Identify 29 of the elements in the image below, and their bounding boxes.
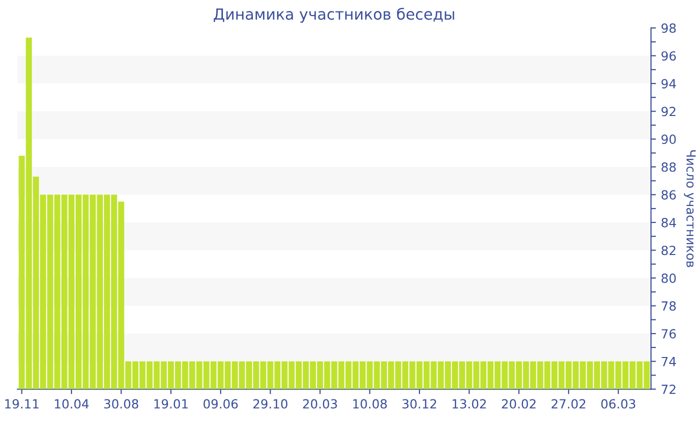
y-tick-label: 96 [662,51,676,61]
x-tick-label: 10.04 [54,399,89,409]
x-tick-label: 20.02 [502,399,536,409]
y-tick-label: 78 [662,301,676,311]
y-tick-label: 80 [662,273,676,283]
y-tick-label: 86 [662,190,676,200]
y-tick-label: 76 [662,329,676,339]
y-tick-label: 98 [662,23,676,33]
y-axis-title: Число участников [684,150,696,268]
y-tick-label: 84 [662,218,676,228]
x-tick-label: 19.01 [154,399,188,409]
x-tick-label: 30.12 [402,399,436,409]
x-tick-label: 09.06 [204,399,238,409]
y-tick-label: 94 [662,78,676,88]
chart-title: Динамика участников беседы [214,8,454,23]
y-tick-label: 72 [662,384,676,394]
x-tick-label: 10.08 [353,399,387,409]
x-tick-label: 29.10 [253,399,288,409]
y-tick-label: 82 [662,246,676,256]
x-tick-label: 13.02 [452,399,486,409]
y-tick-label: 88 [662,162,676,172]
x-tick-label: 19.11 [5,399,38,409]
x-tick-label: 20.03 [303,399,337,409]
y-tick-label: 74 [662,357,676,366]
x-tick-label: 06.03 [601,399,636,409]
y-tick-label: 92 [662,106,676,116]
y-tick-label: 90 [662,134,676,144]
x-tick-label: 27.02 [552,399,586,409]
x-tick-label: 30.08 [104,399,138,409]
